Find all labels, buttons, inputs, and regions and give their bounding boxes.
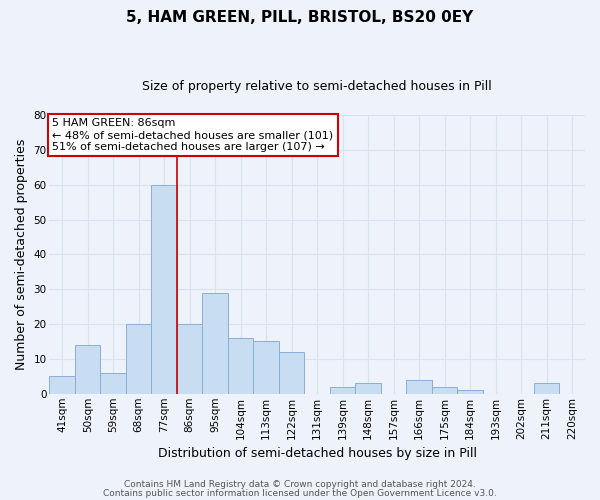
Bar <box>100 373 126 394</box>
Text: Contains public sector information licensed under the Open Government Licence v3: Contains public sector information licen… <box>103 488 497 498</box>
X-axis label: Distribution of semi-detached houses by size in Pill: Distribution of semi-detached houses by … <box>158 447 477 460</box>
Bar <box>432 387 457 394</box>
Text: 5, HAM GREEN, PILL, BRISTOL, BS20 0EY: 5, HAM GREEN, PILL, BRISTOL, BS20 0EY <box>127 10 473 25</box>
Bar <box>406 380 432 394</box>
Bar <box>126 324 151 394</box>
Bar <box>202 292 228 394</box>
Bar <box>49 376 75 394</box>
Bar <box>75 345 100 394</box>
Bar <box>279 352 304 394</box>
Bar <box>177 324 202 394</box>
Title: Size of property relative to semi-detached houses in Pill: Size of property relative to semi-detach… <box>142 80 492 93</box>
Bar <box>228 338 253 394</box>
Bar <box>355 384 381 394</box>
Y-axis label: Number of semi-detached properties: Number of semi-detached properties <box>15 138 28 370</box>
Text: Contains HM Land Registry data © Crown copyright and database right 2024.: Contains HM Land Registry data © Crown c… <box>124 480 476 489</box>
Bar <box>330 387 355 394</box>
Bar <box>534 384 559 394</box>
Bar <box>457 390 483 394</box>
Bar <box>253 342 279 394</box>
Bar <box>151 184 177 394</box>
Text: 5 HAM GREEN: 86sqm
← 48% of semi-detached houses are smaller (101)
51% of semi-d: 5 HAM GREEN: 86sqm ← 48% of semi-detache… <box>52 118 333 152</box>
